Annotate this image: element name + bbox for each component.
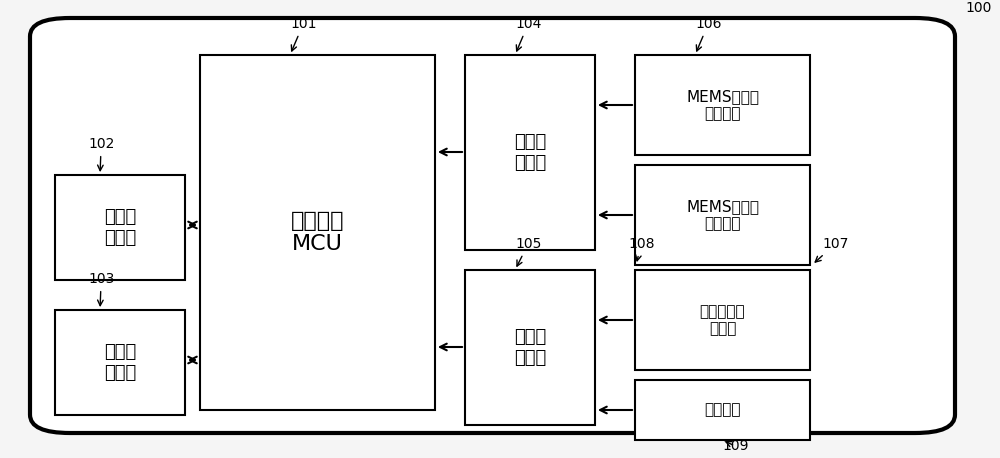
Text: 磁场能量收
集模块: 磁场能量收 集模块 [700,304,745,336]
Bar [200,55,435,410]
Text: 备用电源: 备用电源 [704,403,741,418]
Text: 108: 108 [628,237,654,261]
Text: 109: 109 [722,439,748,453]
Bar [465,55,595,250]
FancyBboxPatch shape [30,18,955,433]
Text: 103: 103 [88,272,114,305]
Text: 电源管
理模块: 电源管 理模块 [514,328,546,367]
Bar [55,310,185,415]
Text: 102: 102 [88,137,114,171]
Bar [635,270,810,370]
Text: 107: 107 [815,237,848,262]
Bar [635,165,810,265]
Text: 100: 100 [965,1,991,15]
Bar [465,270,595,425]
Text: 无线传
输模块: 无线传 输模块 [104,208,136,247]
Text: 104: 104 [515,17,541,51]
Text: 105: 105 [515,237,541,266]
Text: 计算单元
MCU: 计算单元 MCU [291,211,344,254]
Bar [635,380,810,440]
Text: MEMS漏磁信
号传感器: MEMS漏磁信 号传感器 [686,199,759,231]
Bar [55,175,185,280]
Text: MEMS振动信
号传感器: MEMS振动信 号传感器 [686,89,759,121]
Bar [635,55,810,155]
Text: 106: 106 [695,17,722,51]
Text: 101: 101 [290,17,316,51]
Text: 外部存
储模块: 外部存 储模块 [104,343,136,382]
Text: 信号调
理单元: 信号调 理单元 [514,133,546,172]
